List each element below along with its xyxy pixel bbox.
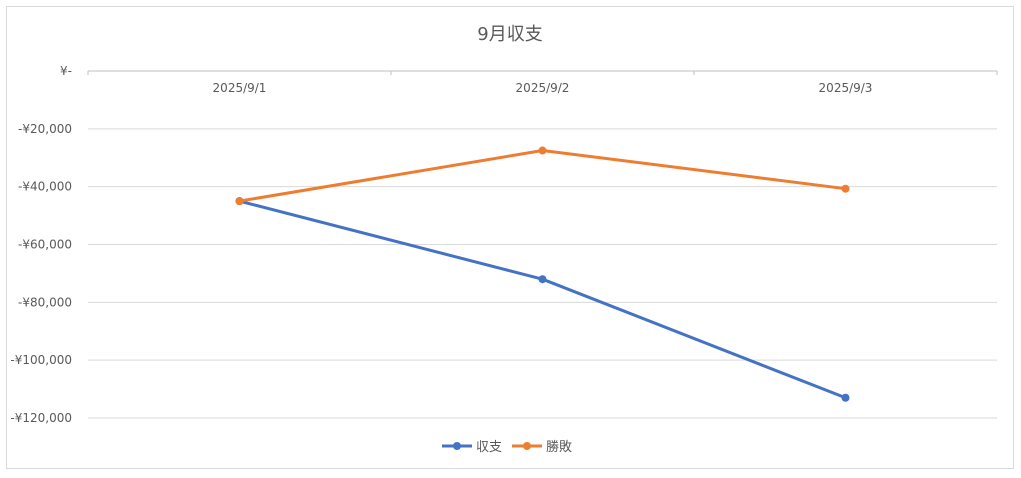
y-tick-label: -¥20,000 <box>18 122 72 136</box>
legend-swatch-marker <box>453 442 461 450</box>
y-tick-label: -¥40,000 <box>18 180 72 194</box>
y-tick-label: -¥100,000 <box>10 353 72 367</box>
legend-label: 収支 <box>476 440 502 455</box>
y-tick-label: -¥120,000 <box>10 411 72 425</box>
x-axis: 2025/9/1 2025/9/2 2025/9/3 <box>87 71 998 95</box>
data-point <box>235 197 244 206</box>
legend-swatch-marker <box>523 442 531 450</box>
gridlines <box>88 70 997 419</box>
y-axis: ¥- -¥20,000 -¥40,000 -¥60,000 -¥80,000 -¥100,… <box>10 64 72 425</box>
x-tick-label: 2025/9/1 <box>213 81 267 95</box>
legend: 収支 勝敗 <box>442 440 572 455</box>
y-tick-label: -¥80,000 <box>18 295 72 309</box>
x-tick-label: 2025/9/3 <box>819 81 873 95</box>
data-point <box>841 393 850 402</box>
series-line <box>238 149 847 203</box>
x-tick-label: 2025/9/2 <box>516 81 570 95</box>
data-point <box>538 275 547 284</box>
data-point <box>538 146 547 155</box>
series-line <box>238 199 847 400</box>
series-group <box>235 146 850 402</box>
chart-title: 9月収支 <box>477 24 542 45</box>
chart-frame <box>6 6 1014 469</box>
y-tick-label: -¥60,000 <box>18 238 72 252</box>
data-point <box>841 184 850 193</box>
y-tick-label: ¥- <box>60 64 72 78</box>
legend-label: 勝敗 <box>546 440 572 455</box>
